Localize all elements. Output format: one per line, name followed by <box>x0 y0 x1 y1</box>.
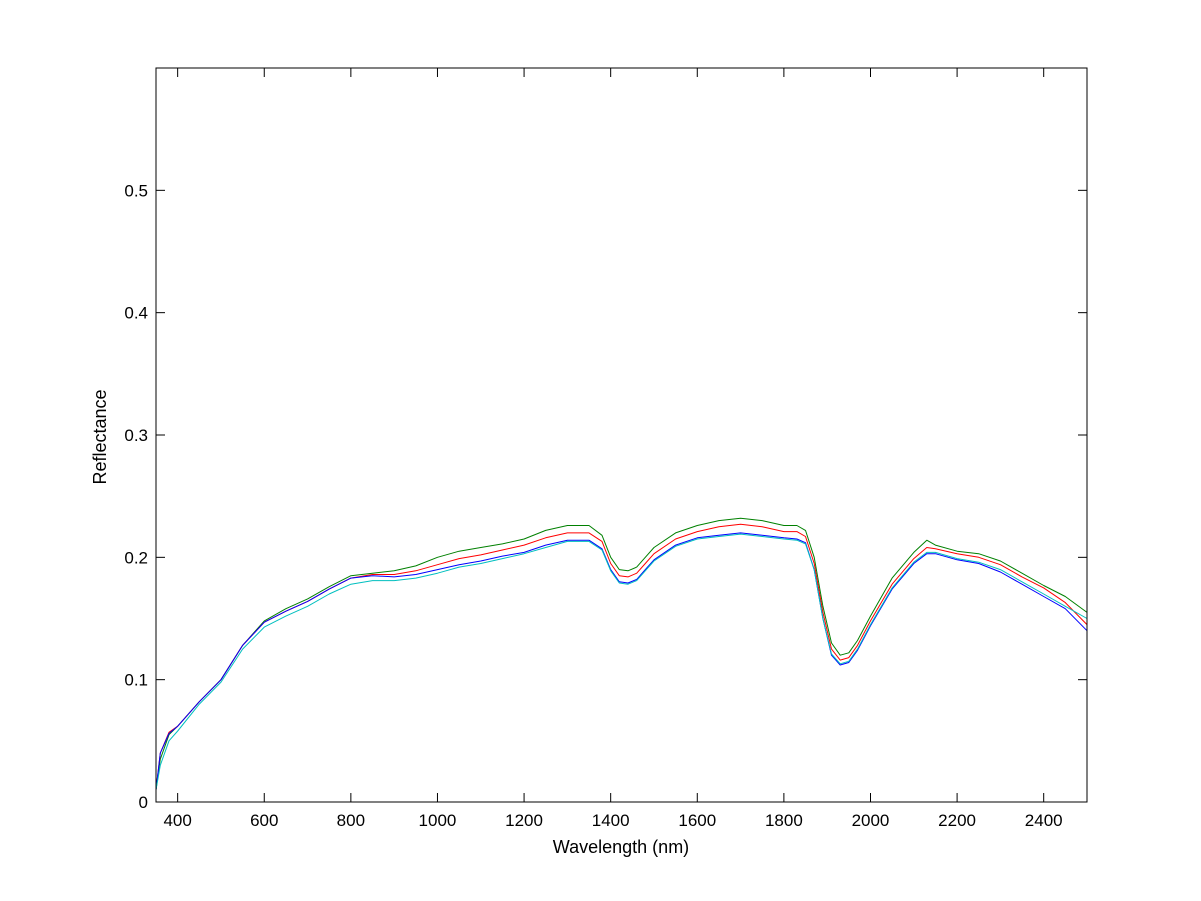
x-axis-label: Wavelength (nm) <box>553 837 689 857</box>
y-tick-label: 0.2 <box>124 548 148 567</box>
x-tick-label: 2000 <box>852 811 890 830</box>
plot-frame <box>155 67 1088 803</box>
x-tick-label: 1600 <box>678 811 716 830</box>
y-tick-label: 0.4 <box>124 304 148 323</box>
x-tick-label: 1800 <box>765 811 803 830</box>
x-tick-label: 1400 <box>592 811 630 830</box>
y-tick-label: 0 <box>139 793 148 812</box>
x-tick-label: 600 <box>250 811 278 830</box>
x-tick-label: 2200 <box>938 811 976 830</box>
y-axis-ticks: 0 0.1 0.2 0.3 0.4 0.5 <box>124 181 1087 812</box>
y-axis-label: Reflectance <box>90 389 110 484</box>
x-tick-label: 1000 <box>419 811 457 830</box>
x-axis-ticks: 400 600 800 1000 1200 1400 1600 1800 2000 2200 240… <box>163 68 1063 830</box>
x-tick-label: 800 <box>337 811 365 830</box>
series-layer <box>155 517 1088 790</box>
y-tick-label: 0.5 <box>124 181 148 200</box>
series-line-4 <box>155 533 1088 790</box>
y-tick-label: 0.3 <box>124 426 148 445</box>
series-line-1 <box>155 517 1088 790</box>
series-line-3 <box>155 532 1088 790</box>
x-tick-label: 1200 <box>505 811 543 830</box>
y-tick-label: 0.1 <box>124 671 148 690</box>
x-tick-label: 2400 <box>1025 811 1063 830</box>
x-tick-label: 400 <box>163 811 191 830</box>
